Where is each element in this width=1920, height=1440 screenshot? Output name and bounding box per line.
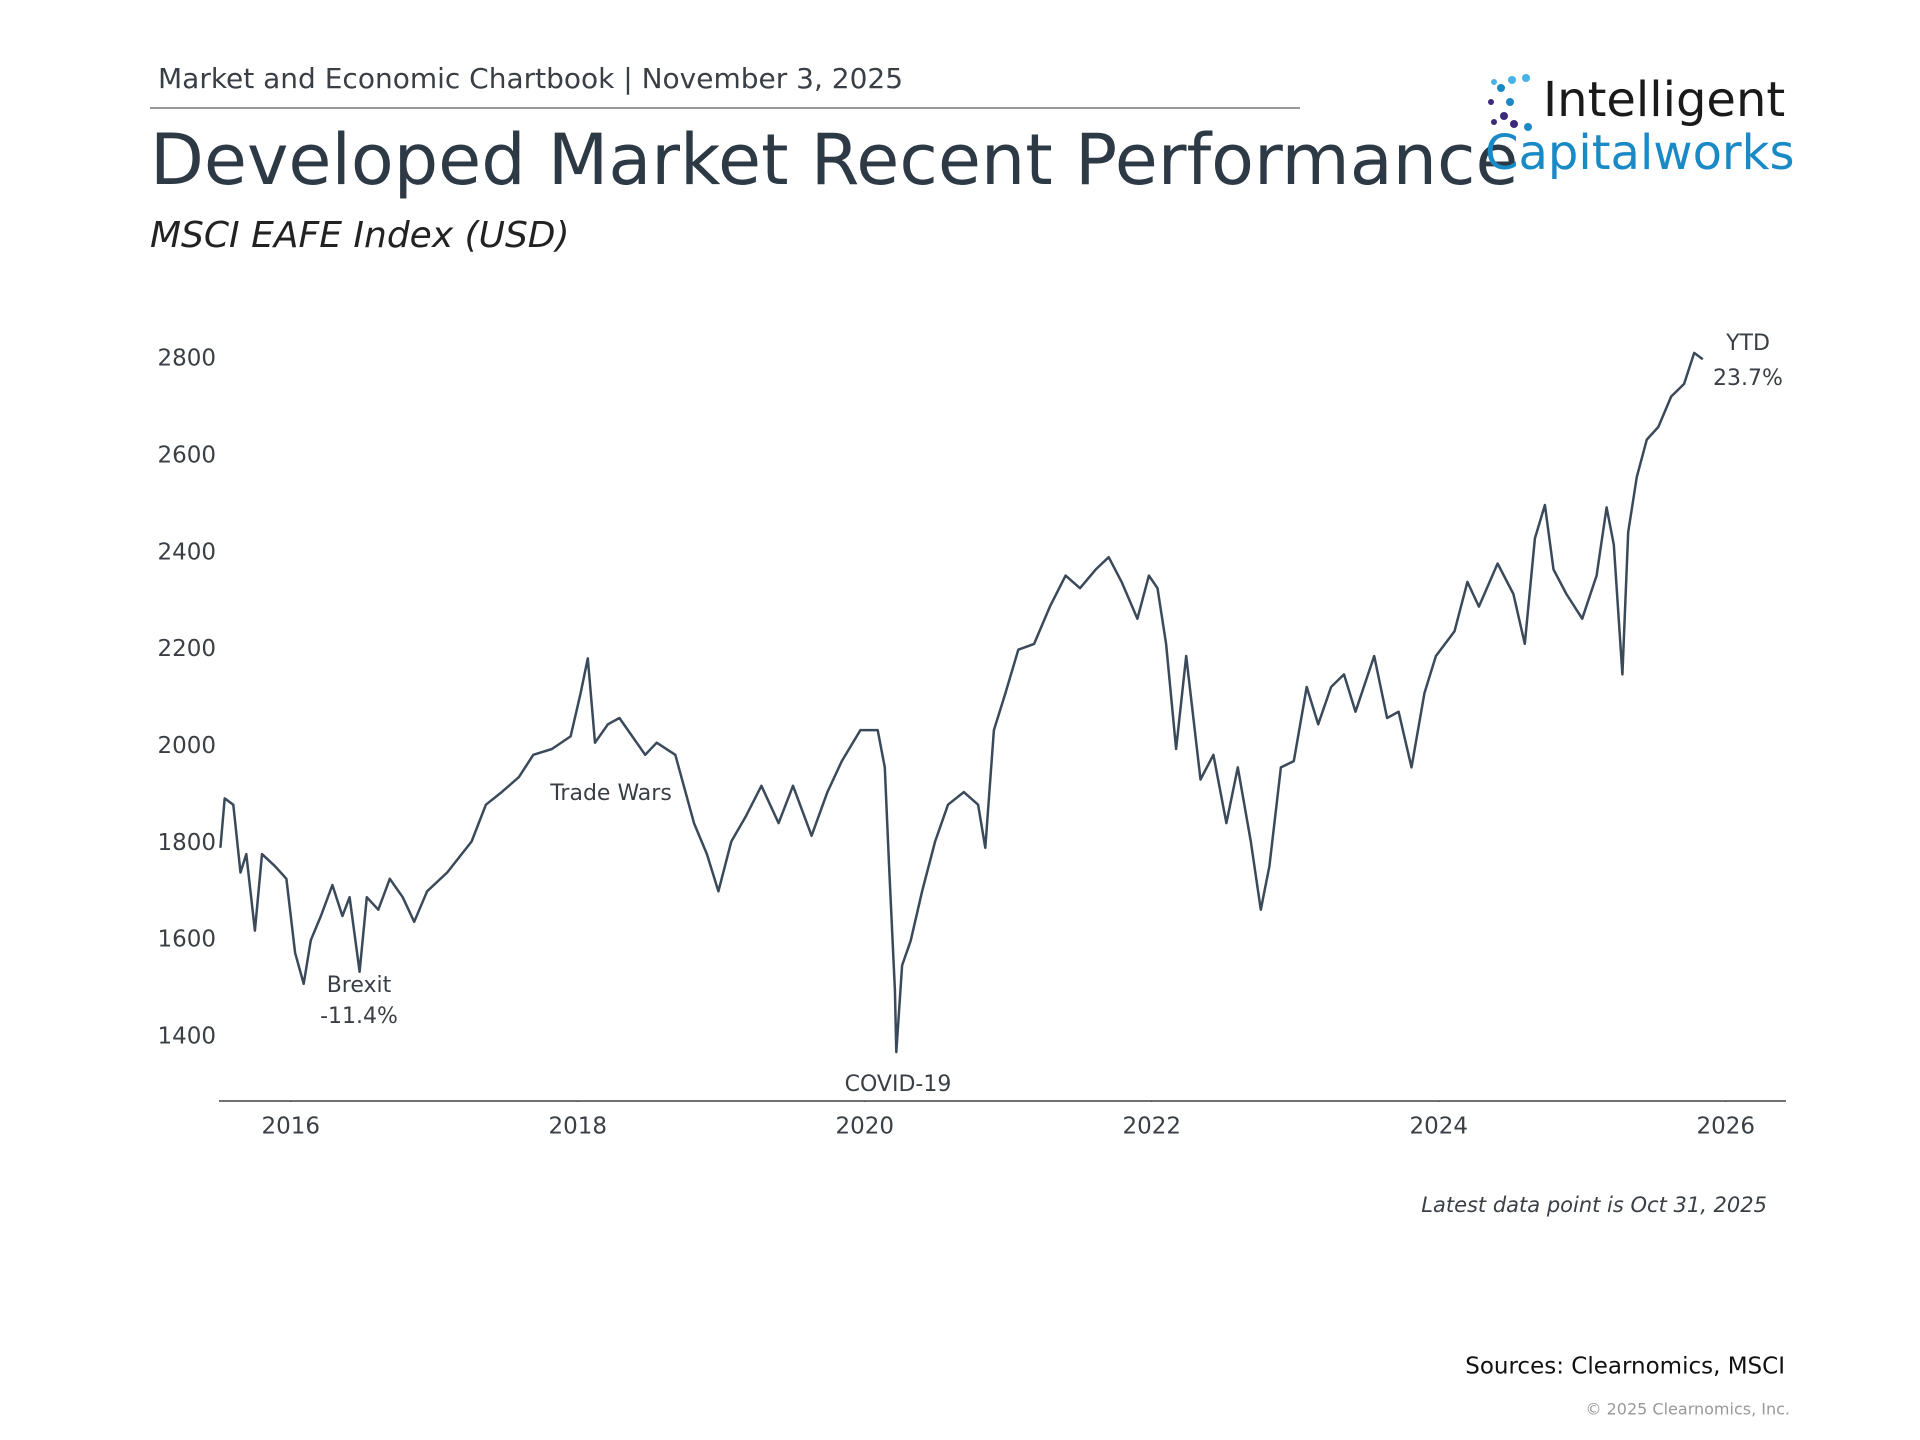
- x-tick-label: 2018: [548, 1114, 607, 1140]
- annotation: 23.7%: [1713, 366, 1783, 391]
- x-tick-label: 2020: [835, 1114, 894, 1140]
- y-tick-label: 1400: [157, 1024, 216, 1050]
- y-tick-label: 2800: [157, 346, 216, 372]
- annotation: Brexit: [327, 973, 392, 998]
- logo-icon: [1488, 74, 1532, 131]
- y-tick-label: 2600: [157, 443, 216, 469]
- annotation: YTD: [1725, 331, 1770, 356]
- data-note: Latest data point is Oct 31, 2025: [1421, 1193, 1767, 1217]
- y-tick-label: 2200: [157, 636, 216, 662]
- series-line: [219, 351, 1704, 1054]
- chart-title: Developed Market Recent Performance: [150, 119, 1519, 201]
- y-tick-label: 1600: [157, 927, 216, 953]
- logo-line1: Intelligent: [1543, 72, 1785, 128]
- x-tick-label: 2026: [1696, 1114, 1755, 1140]
- x-tick-label: 2022: [1122, 1114, 1181, 1140]
- annotation: Trade Wars: [549, 781, 672, 806]
- chartbook-header: Market and Economic Chartbook | November…: [158, 62, 903, 95]
- logo-line2: Capitalworks: [1485, 125, 1794, 181]
- copyright: © 2025 Clearnomics, Inc.: [1586, 1400, 1790, 1419]
- y-tick-label: 2400: [157, 539, 216, 565]
- x-tick-label: 2024: [1409, 1114, 1468, 1140]
- sources: Sources: Clearnomics, MSCI: [1465, 1354, 1785, 1380]
- y-tick-label: 1800: [157, 830, 216, 856]
- annotation: -11.4%: [320, 1004, 398, 1029]
- y-tick-label: 2000: [157, 733, 216, 759]
- annotation: COVID-19: [845, 1072, 952, 1097]
- x-tick-label: 2016: [261, 1114, 320, 1140]
- chart-subtitle: MSCI EAFE Index (USD): [150, 215, 570, 256]
